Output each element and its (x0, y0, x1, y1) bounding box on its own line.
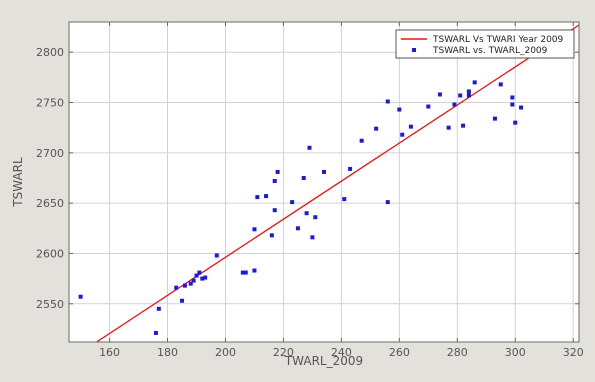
data-point (472, 80, 477, 85)
data-point (78, 294, 83, 299)
y-tick-label: 2600 (36, 247, 64, 260)
data-point (272, 208, 277, 213)
data-point (304, 211, 309, 216)
data-point (174, 285, 179, 290)
data-point (301, 175, 306, 180)
data-point (400, 132, 405, 137)
data-point (408, 124, 413, 129)
data-point (252, 268, 257, 273)
data-point (492, 116, 497, 121)
data-point (243, 270, 248, 275)
data-point (214, 253, 219, 258)
data-point (252, 227, 257, 232)
data-point (194, 273, 199, 278)
data-point (310, 235, 315, 240)
x-tick-label: 220 (273, 346, 294, 359)
x-tick-label: 240 (331, 346, 352, 359)
legend: TSWARL Vs TWARI Year 2009 TSWARL vs. TWA… (395, 29, 575, 59)
legend-entry-points: TSWARL vs. TWARL_2009 (432, 46, 548, 56)
data-point (191, 278, 196, 283)
data-point (313, 215, 318, 220)
data-point (359, 138, 364, 143)
data-point (188, 281, 193, 286)
data-point (426, 104, 431, 109)
data-point (240, 270, 245, 275)
data-point (269, 233, 274, 238)
legend-box (395, 29, 575, 59)
data-point (498, 82, 503, 87)
y-tick-label: 2550 (36, 298, 64, 311)
data-point (272, 178, 277, 183)
data-point (385, 200, 390, 205)
plot-content (78, 24, 579, 342)
data-point (510, 102, 515, 107)
data-point (255, 195, 260, 200)
data-point (446, 125, 451, 130)
data-point (510, 95, 515, 100)
grid (69, 22, 579, 342)
data-point (322, 169, 326, 174)
data-point (275, 169, 280, 174)
x-tick-label: 180 (157, 346, 178, 359)
x-tick-label: 260 (389, 346, 410, 359)
data-point (519, 105, 524, 110)
data-point (461, 123, 466, 128)
axis-ticks: 160 180 200 220 240 260 280 300 320 2550 2600 2650 2… (36, 22, 584, 359)
x-tick-label: 280 (447, 346, 468, 359)
x-axis-label: TWARL_2009 (284, 354, 363, 368)
x-tick-label: 320 (563, 346, 584, 359)
data-point (153, 330, 158, 335)
data-point (348, 166, 353, 171)
y-axis-label: TSWARL (11, 157, 25, 208)
data-point (458, 93, 463, 98)
data-point (437, 92, 442, 97)
data-point (466, 93, 471, 98)
x-tick-label: 300 (505, 346, 526, 359)
plot-area (69, 22, 579, 342)
data-point (374, 126, 379, 131)
data-point (307, 145, 312, 150)
legend-point-swatch (412, 48, 416, 52)
data-point (385, 99, 390, 104)
x-tick-label: 200 (215, 346, 236, 359)
y-tick-label: 2700 (36, 147, 64, 160)
data-point (182, 283, 187, 288)
legend-entry-fit-line: TSWARL Vs TWARI Year 2009 (432, 35, 564, 45)
data-point (203, 275, 208, 280)
data-point (200, 276, 205, 281)
data-point (452, 102, 457, 107)
data-point (342, 197, 347, 202)
data-point (290, 200, 295, 205)
y-tick-label: 2750 (36, 97, 64, 110)
plot-frame (68, 21, 580, 343)
fit-line (95, 24, 579, 342)
data-point (513, 120, 518, 125)
y-tick-label: 2800 (36, 46, 64, 59)
data-point (180, 298, 185, 303)
data-point (264, 194, 269, 199)
data-point (397, 107, 402, 112)
data-point (156, 306, 161, 311)
data-point (295, 226, 300, 231)
data-point (466, 89, 471, 94)
data-point (197, 270, 202, 275)
y-tick-label: 2650 (36, 197, 64, 210)
x-tick-label: 160 (99, 346, 120, 359)
